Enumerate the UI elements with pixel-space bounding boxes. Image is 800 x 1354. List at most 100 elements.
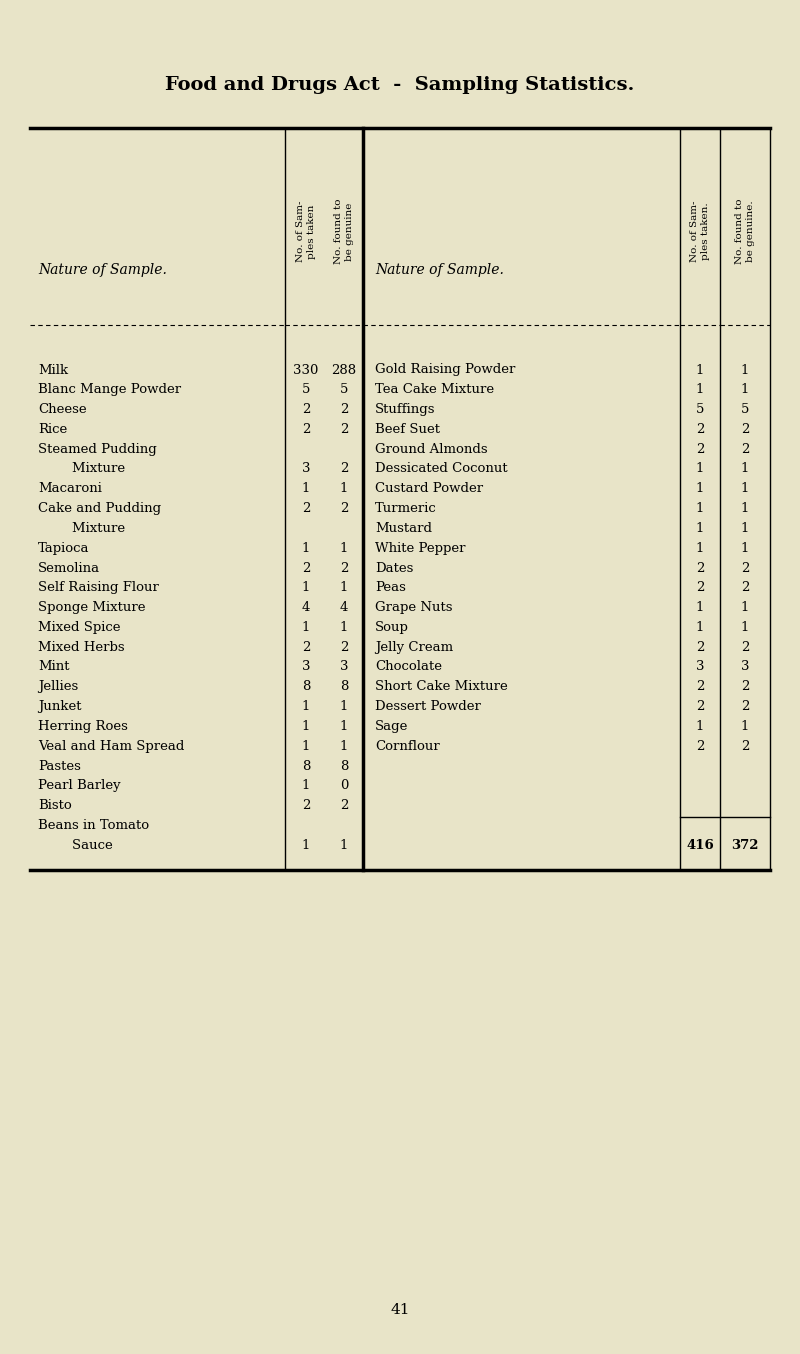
Text: 1: 1 bbox=[302, 581, 310, 594]
Text: 1: 1 bbox=[340, 838, 348, 852]
Text: 2: 2 bbox=[302, 502, 310, 515]
Text: Steamed Pudding: Steamed Pudding bbox=[38, 443, 157, 456]
Text: 2: 2 bbox=[741, 443, 749, 456]
Text: 2: 2 bbox=[696, 562, 704, 574]
Text: Dessicated Coconut: Dessicated Coconut bbox=[375, 463, 508, 475]
Text: 1: 1 bbox=[741, 720, 749, 733]
Text: 2: 2 bbox=[302, 640, 310, 654]
Text: 1: 1 bbox=[696, 621, 704, 634]
Text: 2: 2 bbox=[340, 403, 348, 416]
Text: Stuffings: Stuffings bbox=[375, 403, 435, 416]
Text: Herring Roes: Herring Roes bbox=[38, 720, 128, 733]
Text: 372: 372 bbox=[731, 838, 758, 852]
Text: 2: 2 bbox=[340, 562, 348, 574]
Text: Dessert Powder: Dessert Powder bbox=[375, 700, 481, 714]
Text: 2: 2 bbox=[302, 562, 310, 574]
Text: No. found to
be genuine: No. found to be genuine bbox=[334, 199, 354, 264]
Text: Rice: Rice bbox=[38, 422, 67, 436]
Text: Gold Raising Powder: Gold Raising Powder bbox=[375, 363, 515, 376]
Text: 1: 1 bbox=[340, 482, 348, 496]
Text: Pearl Barley: Pearl Barley bbox=[38, 780, 121, 792]
Text: 5: 5 bbox=[340, 383, 348, 397]
Text: 1: 1 bbox=[302, 621, 310, 634]
Text: 8: 8 bbox=[340, 680, 348, 693]
Text: Turmeric: Turmeric bbox=[375, 502, 437, 515]
Text: 1: 1 bbox=[696, 521, 704, 535]
Text: 0: 0 bbox=[340, 780, 348, 792]
Text: Mixed Spice: Mixed Spice bbox=[38, 621, 121, 634]
Text: Cake and Pudding: Cake and Pudding bbox=[38, 502, 161, 515]
Text: 1: 1 bbox=[696, 601, 704, 615]
Text: 1: 1 bbox=[340, 542, 348, 555]
Text: 1: 1 bbox=[340, 700, 348, 714]
Text: 1: 1 bbox=[340, 581, 348, 594]
Text: Jellies: Jellies bbox=[38, 680, 78, 693]
Text: 3: 3 bbox=[741, 661, 750, 673]
Text: 3: 3 bbox=[340, 661, 348, 673]
Text: Mustard: Mustard bbox=[375, 521, 432, 535]
Text: No. of Sam-
ples taken.: No. of Sam- ples taken. bbox=[690, 200, 710, 263]
Text: 1: 1 bbox=[741, 502, 749, 515]
Text: 2: 2 bbox=[741, 680, 749, 693]
Text: 4: 4 bbox=[302, 601, 310, 615]
Text: 1: 1 bbox=[741, 363, 749, 376]
Text: 1: 1 bbox=[302, 482, 310, 496]
Text: Blanc Mange Powder: Blanc Mange Powder bbox=[38, 383, 181, 397]
Text: Junket: Junket bbox=[38, 700, 82, 714]
Text: 2: 2 bbox=[696, 640, 704, 654]
Text: 2: 2 bbox=[340, 422, 348, 436]
Text: 1: 1 bbox=[340, 720, 348, 733]
Text: Veal and Ham Spread: Veal and Ham Spread bbox=[38, 739, 184, 753]
Text: 1: 1 bbox=[696, 502, 704, 515]
Text: 5: 5 bbox=[696, 403, 704, 416]
Text: 2: 2 bbox=[696, 680, 704, 693]
Text: Jelly Cream: Jelly Cream bbox=[375, 640, 453, 654]
Text: 4: 4 bbox=[340, 601, 348, 615]
Text: 1: 1 bbox=[741, 601, 749, 615]
Text: Cheese: Cheese bbox=[38, 403, 86, 416]
Text: 2: 2 bbox=[741, 581, 749, 594]
Text: 1: 1 bbox=[741, 521, 749, 535]
Text: Nature of Sample.: Nature of Sample. bbox=[375, 263, 504, 278]
Text: 2: 2 bbox=[741, 422, 749, 436]
Text: 2: 2 bbox=[741, 562, 749, 574]
Text: 1: 1 bbox=[696, 363, 704, 376]
Text: Soup: Soup bbox=[375, 621, 409, 634]
Text: 1: 1 bbox=[340, 621, 348, 634]
Text: Chocolate: Chocolate bbox=[375, 661, 442, 673]
Text: 2: 2 bbox=[696, 422, 704, 436]
Text: Milk: Milk bbox=[38, 363, 68, 376]
Text: Semolina: Semolina bbox=[38, 562, 100, 574]
Text: 5: 5 bbox=[302, 383, 310, 397]
Text: 1: 1 bbox=[302, 700, 310, 714]
Text: 1: 1 bbox=[741, 621, 749, 634]
Text: Sauce: Sauce bbox=[38, 838, 113, 852]
Text: Food and Drugs Act  -  Sampling Statistics.: Food and Drugs Act - Sampling Statistics… bbox=[166, 76, 634, 93]
Text: 1: 1 bbox=[696, 482, 704, 496]
Text: Mixture: Mixture bbox=[38, 463, 125, 475]
Text: Tea Cake Mixture: Tea Cake Mixture bbox=[375, 383, 494, 397]
Text: 2: 2 bbox=[696, 700, 704, 714]
Text: 2: 2 bbox=[741, 739, 749, 753]
Text: 330: 330 bbox=[294, 363, 318, 376]
Text: 3: 3 bbox=[696, 661, 704, 673]
Text: 1: 1 bbox=[302, 780, 310, 792]
Text: 3: 3 bbox=[302, 463, 310, 475]
Text: No. of Sam-
ples taken: No. of Sam- ples taken bbox=[296, 200, 316, 263]
Text: 2: 2 bbox=[741, 640, 749, 654]
Text: 8: 8 bbox=[340, 760, 348, 773]
Text: Mixed Herbs: Mixed Herbs bbox=[38, 640, 125, 654]
Text: Macaroni: Macaroni bbox=[38, 482, 102, 496]
Text: Cornflour: Cornflour bbox=[375, 739, 440, 753]
Text: 8: 8 bbox=[302, 760, 310, 773]
Text: Short Cake Mixture: Short Cake Mixture bbox=[375, 680, 508, 693]
Text: 1: 1 bbox=[741, 463, 749, 475]
Text: 1: 1 bbox=[302, 542, 310, 555]
Text: 2: 2 bbox=[340, 463, 348, 475]
Text: 2: 2 bbox=[302, 799, 310, 812]
Text: 288: 288 bbox=[331, 363, 357, 376]
Text: Nature of Sample.: Nature of Sample. bbox=[38, 263, 167, 278]
Text: No. found to
be genuine.: No. found to be genuine. bbox=[735, 199, 754, 264]
Text: Mint: Mint bbox=[38, 661, 70, 673]
Text: 3: 3 bbox=[302, 661, 310, 673]
